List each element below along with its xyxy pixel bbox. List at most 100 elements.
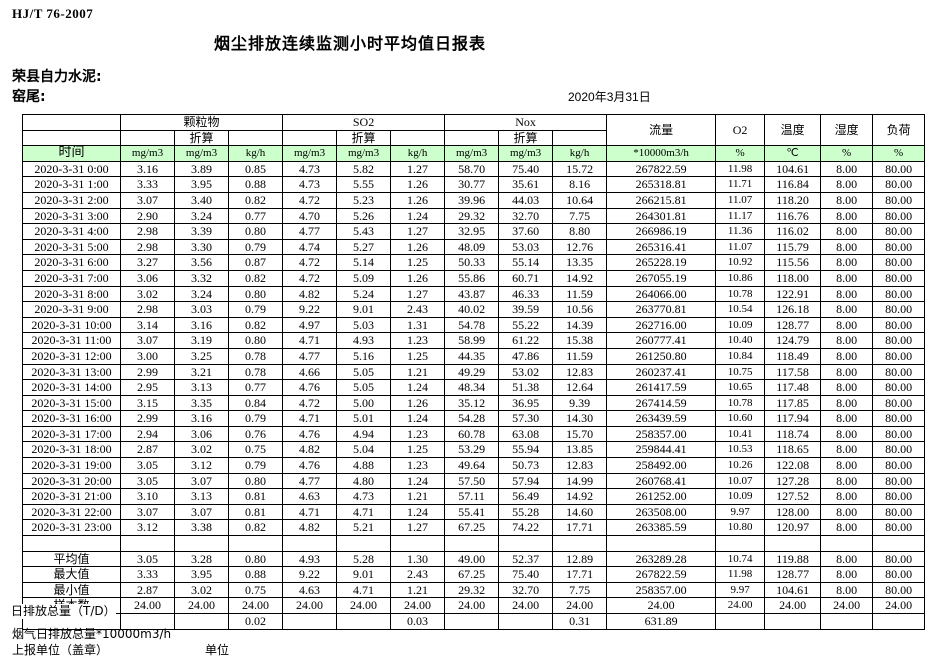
cell-value: 55.14	[498, 254, 554, 271]
cell-time: 2020-3-31 15:00	[22, 394, 121, 412]
cell-value: 4.77	[282, 347, 338, 365]
cell-value: 4.76	[282, 425, 338, 443]
cell-value: 17.71	[552, 566, 608, 583]
cell-value: 8.00	[820, 176, 874, 193]
cell-value: 9.97	[715, 503, 766, 521]
unit-humidity: %	[820, 145, 874, 162]
cell-value: 10.86	[715, 269, 766, 287]
cell-value: 2.99	[120, 363, 175, 381]
cell-value: 265228.19	[606, 254, 717, 271]
cell-value: 4.71	[282, 332, 338, 349]
cell-value: 12.83	[552, 363, 608, 381]
cell-value: 104.61	[764, 160, 822, 178]
cell-value	[444, 535, 500, 552]
cell-value: 4.82	[282, 441, 338, 459]
cell-value: 3.02	[174, 581, 229, 599]
cell-value: 14.92	[552, 488, 608, 505]
cell-value: 1.25	[390, 347, 446, 365]
cell-value: 5.14	[336, 254, 392, 271]
cell-value: 0.79	[227, 301, 284, 318]
cell-value: 55.86	[444, 269, 500, 287]
cell-value: 80.00	[872, 238, 926, 256]
cell-value: 0.79	[227, 457, 284, 474]
group-header-humidity: 湿度	[820, 113, 874, 147]
cell-value: 1.23	[390, 457, 446, 474]
cell-value: 48.09	[444, 238, 500, 256]
cell-value: 1.23	[390, 425, 446, 443]
cell-value: 12.89	[552, 550, 608, 568]
cell-value: 3.30	[174, 238, 229, 256]
cell-value: 52.37	[498, 550, 554, 568]
cell-value: 60.71	[498, 269, 554, 287]
cell-value: 24.00	[872, 597, 926, 614]
subheader-row: 折算 折算 折算	[22, 129, 925, 147]
cell-value: 258357.00	[606, 425, 717, 443]
hourly-data-row: 2020-3-31 23:00 3.12 3.38 0.82 4.82 5.21 1.27 6…	[22, 519, 926, 537]
cell-value: 12.76	[552, 238, 608, 256]
cell-value: 24.00	[227, 597, 284, 614]
cell-value: 3.32	[174, 269, 229, 287]
cell-value	[282, 613, 338, 630]
hourly-data-row: 2020-3-31 11:00 3.07 3.19 0.80 4.71 4.93 1.23 5…	[22, 332, 926, 349]
cell-value: 119.88	[764, 550, 822, 568]
cell-value: 32.70	[498, 207, 554, 225]
cell-value: 8.00	[820, 581, 874, 599]
cell-value: 5.04	[336, 441, 392, 459]
cell-value: 2.98	[120, 301, 175, 318]
cell-value: 115.56	[764, 254, 822, 271]
cell-value	[444, 613, 500, 630]
cell-value: 3.07	[120, 191, 175, 209]
cell-value: 5.28	[336, 550, 392, 568]
report-date: 2020年3月31日	[568, 90, 651, 104]
cell-value: 1.24	[390, 379, 446, 396]
cell-value: 1.26	[390, 269, 446, 287]
cell-value: 10.09	[715, 488, 766, 505]
cell-value: 128.77	[764, 566, 822, 583]
cell-value: 50.33	[444, 254, 500, 271]
subheader-pm-converted: 折算	[174, 129, 229, 147]
cell-value: 0.77	[227, 207, 284, 225]
hourly-data-row: 2020-3-31 21:00 3.10 3.13 0.81 4.63 4.73 1.21 5…	[22, 488, 926, 505]
cell-value: 74.22	[498, 519, 554, 537]
cell-value	[227, 535, 284, 552]
cell-value: 11.36	[715, 223, 766, 240]
cell-time: 2020-3-31 17:00	[22, 425, 121, 443]
cell-value: 1.21	[390, 581, 446, 599]
cell-value: 4.71	[336, 503, 392, 521]
spacer-row	[22, 535, 926, 552]
cell-value: 9.01	[336, 301, 392, 318]
cell-value: 0.77	[227, 379, 284, 396]
unit-nox-converted: mg/m3	[498, 145, 554, 162]
cell-value: 10.54	[715, 301, 766, 318]
cell-value: 10.65	[715, 379, 766, 396]
subheader-so2-raw	[282, 129, 338, 147]
cell-time	[22, 535, 121, 552]
cell-value: 2.98	[120, 223, 175, 240]
cell-value: 51.38	[498, 379, 554, 396]
cell-value: 53.03	[498, 238, 554, 256]
cell-value: 267822.59	[606, 566, 717, 583]
cell-value: 11.71	[715, 176, 766, 193]
cell-value: 80.00	[872, 332, 926, 349]
cell-value: 11.98	[715, 566, 766, 583]
cell-value: 29.32	[444, 581, 500, 599]
footer-unit: 单位	[205, 643, 230, 657]
cell-value: 4.71	[282, 503, 338, 521]
cell-value: 10.07	[715, 472, 766, 490]
cell-value: 118.49	[764, 347, 822, 365]
cell-value: 9.97	[715, 581, 766, 599]
cell-value: 15.70	[552, 425, 608, 443]
summary-row-label: 最小值	[22, 581, 121, 599]
cell-value: 0.85	[227, 160, 284, 178]
cell-value: 24.00	[282, 597, 338, 614]
cell-value: 4.63	[282, 581, 338, 599]
unit-load: %	[872, 145, 926, 162]
table-head: 颗粒物 SO2 Nox 流量 O2 温度 湿度 负荷 折算 折算 折算	[22, 113, 926, 162]
cell-value: 0.80	[227, 223, 284, 240]
cell-value: 3.19	[174, 332, 229, 349]
subheader-so2-rate	[390, 129, 446, 147]
cell-value: 1.21	[390, 488, 446, 505]
cell-value: 0.78	[227, 347, 284, 365]
cell-value: 104.61	[764, 581, 822, 599]
cell-value: 49.00	[444, 550, 500, 568]
